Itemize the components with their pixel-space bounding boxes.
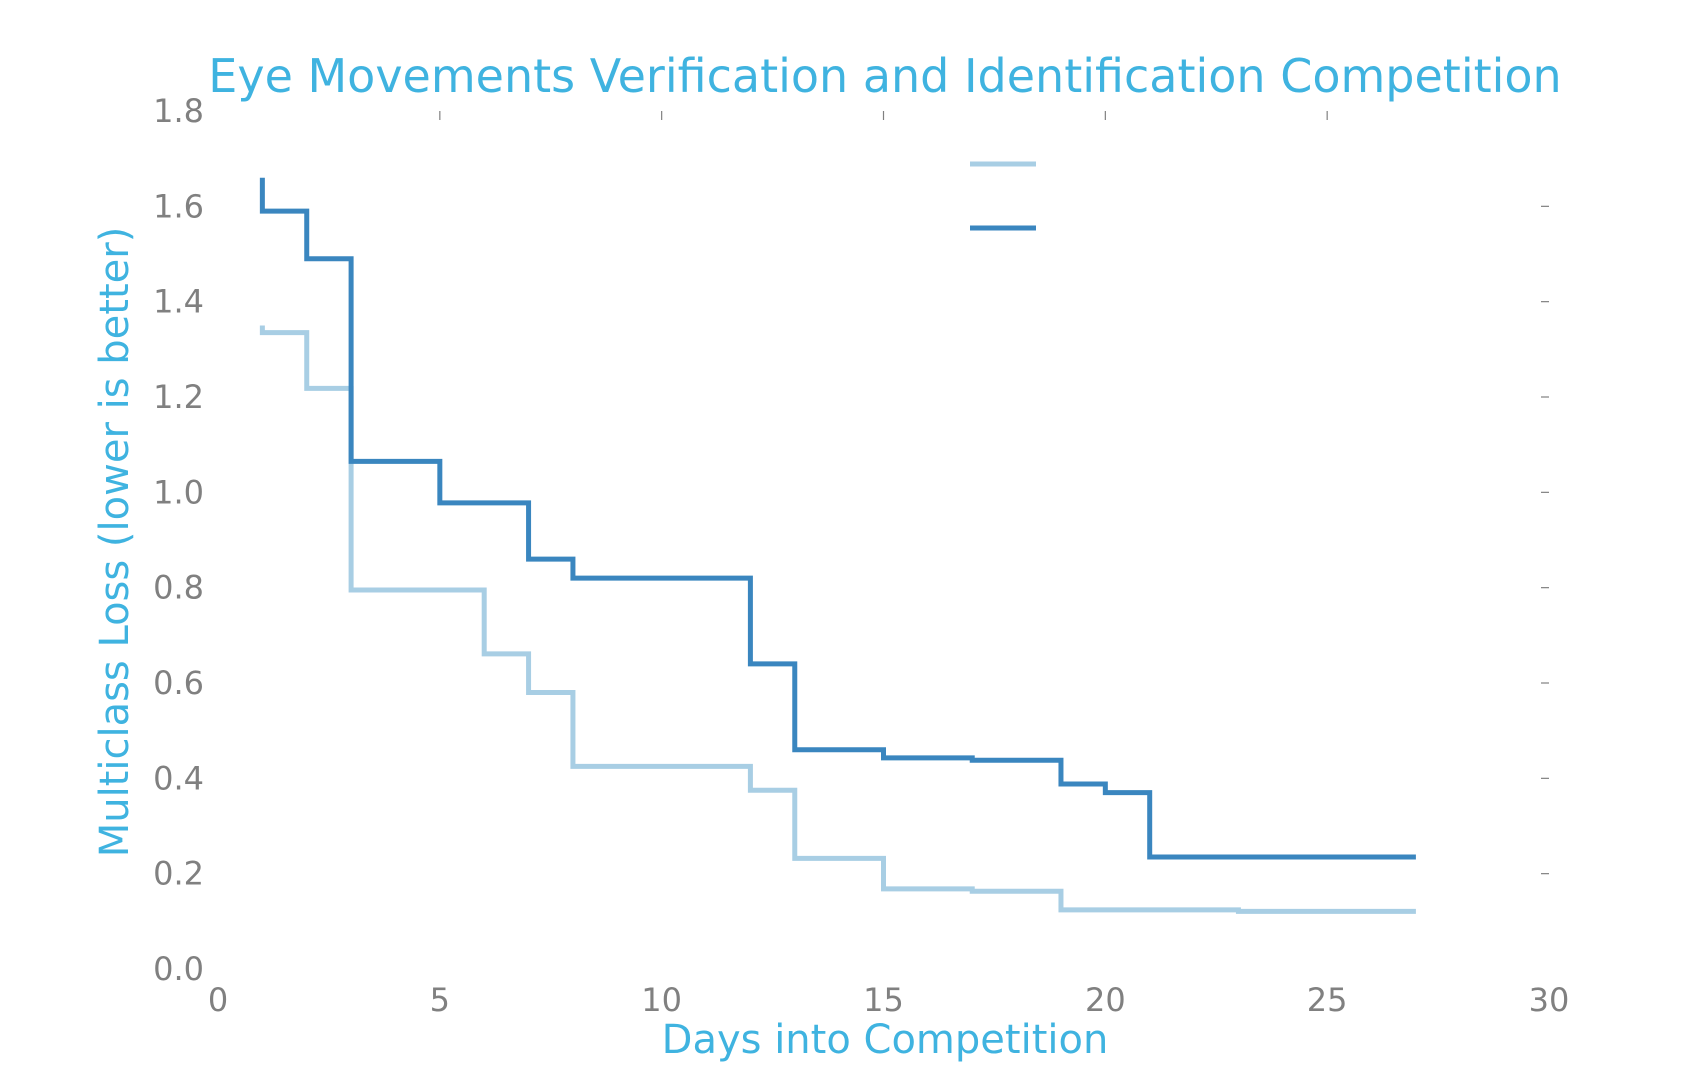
x-tick-label: 10	[641, 981, 682, 1019]
x-tick-label: 15	[863, 981, 904, 1019]
y-tick-label: 1.6	[153, 187, 204, 225]
series-2-line	[259, 177, 1416, 860]
x-tick-label: 25	[1307, 981, 1348, 1019]
x-tick-label: 30	[1529, 981, 1570, 1019]
y-tick-label: 0.6	[153, 664, 204, 702]
y-tick-label: 0.4	[153, 759, 204, 797]
y-tick-label: 1.8	[153, 92, 204, 130]
legend	[970, 161, 1036, 231]
x-axis-label: Days into Competition	[662, 1017, 1109, 1063]
chart-title: Eye Movements Verification and Identific…	[208, 49, 1561, 103]
y-tick-label: 1.4	[153, 283, 204, 321]
y-tick-label: 1.2	[153, 378, 204, 416]
y-tick-label: 0.0	[153, 950, 204, 988]
x-tick-label: 0	[208, 981, 228, 1019]
series-layer	[259, 177, 1416, 914]
y-axis-ticks: 0.0 0.2 0.4 0.6 0.8 1.0 1.2 1.4 1.6 1.8	[153, 92, 1549, 988]
y-tick-label: 0.2	[153, 855, 204, 893]
y-tick-label: 0.8	[153, 569, 204, 607]
y-axis-label: Multiclass Loss (lower is better)	[92, 227, 138, 858]
y-tick-label: 1.0	[153, 473, 204, 511]
x-tick-label: 20	[1085, 981, 1126, 1019]
x-tick-label: 5	[430, 981, 450, 1019]
x-axis-ticks: 0 5 10 15 20 25 30	[208, 111, 1570, 1019]
series-1-line	[259, 325, 1416, 914]
